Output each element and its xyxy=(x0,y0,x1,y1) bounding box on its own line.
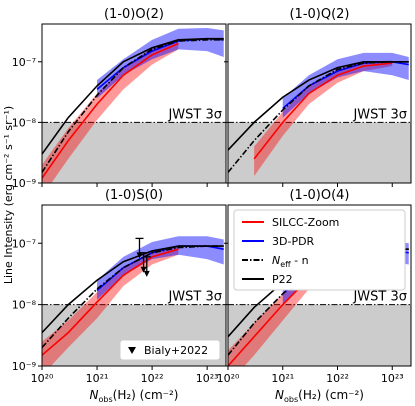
threshold-label: JWST 3σ xyxy=(167,107,222,122)
series-line xyxy=(42,37,224,155)
axes-frame xyxy=(41,204,227,367)
y-tick-label: 10⁻⁹ xyxy=(12,177,36,190)
plot-area xyxy=(228,52,411,183)
y-tick-label: 10⁻⁹ xyxy=(12,360,36,373)
panel: JWST 3σ Bialy+2022 10²⁰ 10²¹ 10²² 10²³ 10⁻⁹ 10⁻… xyxy=(12,188,227,404)
uncertainty-band xyxy=(282,52,409,118)
plot-area xyxy=(42,28,226,183)
axes-frame xyxy=(41,23,227,184)
legend-label: P22 xyxy=(272,273,293,286)
series-line xyxy=(42,245,224,334)
legend-marker xyxy=(128,347,136,354)
y-axis-label: Line Intensity (erg cm⁻² s⁻¹ sr⁻¹) xyxy=(2,106,15,284)
legend-label: SILCC-Zoom xyxy=(272,216,339,229)
series-line xyxy=(42,42,179,179)
x-tick-label: 10²⁰ xyxy=(217,372,240,385)
upper-limit-point xyxy=(142,256,151,277)
x-tick-label: 10²¹ xyxy=(86,372,109,385)
legend-label: Neff - n xyxy=(272,254,309,269)
x-tick-label: 10²² xyxy=(326,372,349,385)
x-tick-label: 10²² xyxy=(141,372,164,385)
x-tick-label: 10²³ xyxy=(196,372,219,385)
y-tick-label: 10⁻⁷ xyxy=(12,237,36,250)
upper-limit-point xyxy=(139,252,148,273)
upper-limit-point xyxy=(135,237,144,259)
series-line xyxy=(253,62,393,160)
series-line xyxy=(228,60,409,151)
axes-frame xyxy=(227,204,412,367)
text-part: (H₂) (cm⁻²) xyxy=(113,388,179,402)
y-tick-label: 10⁻⁸ xyxy=(12,116,37,129)
uncertainty-band xyxy=(42,38,179,183)
plot-area xyxy=(42,236,226,366)
axes-frame xyxy=(227,23,412,184)
uncertainty-band xyxy=(42,246,179,366)
text-part: (H₂) (cm⁻²) xyxy=(298,388,364,402)
panel-title: (1-0)O(2) xyxy=(104,7,164,22)
threshold-label: JWST 3σ xyxy=(352,290,407,305)
threshold-label: JWST 3σ xyxy=(167,290,222,305)
y-tick-label: 10⁻⁷ xyxy=(12,56,36,69)
uncertainty-band xyxy=(97,28,224,99)
panel-title: (1-0)O(4) xyxy=(289,188,349,203)
x-tick-label: 10²¹ xyxy=(271,372,294,385)
uncertainty-band xyxy=(97,236,224,300)
panel: JWST 3σ 10²⁰ 10²¹ 10²² 10²³ (1-0)O(4) Nobs(H₂)… xyxy=(217,188,412,404)
series-line xyxy=(42,39,224,173)
legend-label: 3D-PDR xyxy=(272,235,315,248)
threshold-region xyxy=(42,122,226,183)
threshold-label: JWST 3σ xyxy=(352,107,407,122)
series-line xyxy=(42,248,179,356)
legend-box xyxy=(119,339,221,361)
text-part: obs xyxy=(99,395,113,404)
x-axis-label: Nobs(H₂) (cm⁻²) xyxy=(275,388,364,404)
legend-box xyxy=(233,209,406,291)
text-part: N xyxy=(275,388,284,402)
x-axis-label: Nobs(H₂) (cm⁻²) xyxy=(90,388,179,404)
x-tick-label: 10²⁰ xyxy=(31,372,54,385)
panel: JWST 3σ (1-0)Q(2) xyxy=(224,7,412,187)
x-tick-label: 10²³ xyxy=(381,372,404,385)
text-part: obs xyxy=(284,395,298,404)
panel-title: (1-0)S(0) xyxy=(105,188,163,203)
text-part: eff xyxy=(280,260,291,269)
uncertainty-band xyxy=(228,247,393,366)
text-part: N xyxy=(90,388,99,402)
threshold-region xyxy=(228,304,411,366)
panel-title: (1-0)Q(2) xyxy=(289,7,349,22)
panel: JWST 3σ 10⁻⁹ 10⁻⁸ 10⁻⁷ (1-0)O(2) xyxy=(12,7,227,190)
legend-label: Bialy+2022 xyxy=(144,344,208,357)
text-part: N xyxy=(272,254,280,267)
y-tick-label: 10⁻⁸ xyxy=(12,299,37,312)
series-line xyxy=(228,60,409,173)
text-part: - n xyxy=(291,254,309,267)
